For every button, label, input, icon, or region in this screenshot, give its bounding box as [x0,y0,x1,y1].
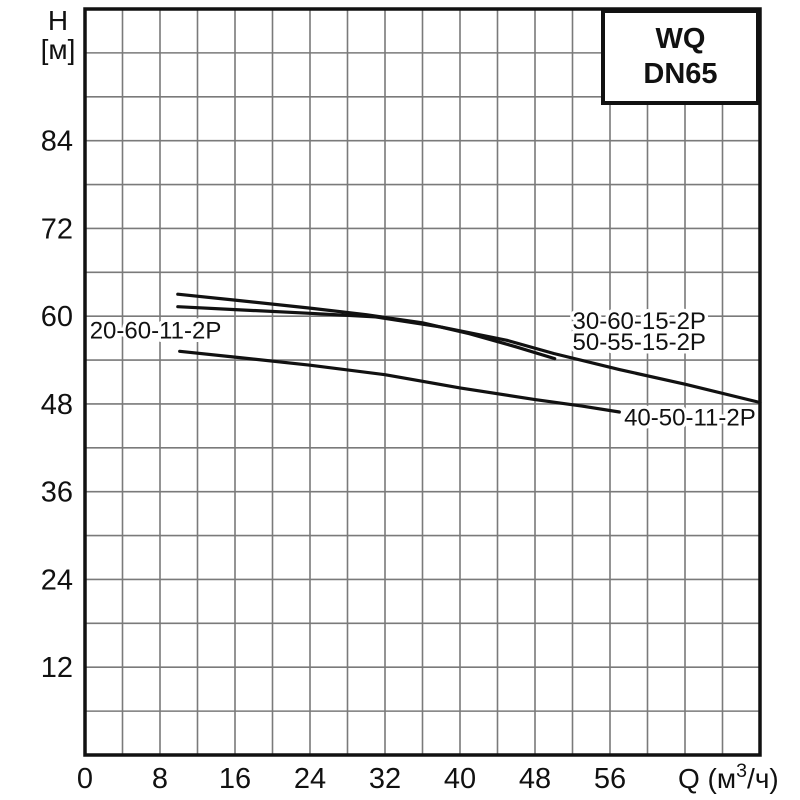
y-tick-label: 12 [41,652,73,684]
x-tick-label: 56 [594,763,626,795]
y-axis-title-line: H [48,5,68,36]
y-axis-title-line: [м] [41,34,76,65]
y-tick-label: 24 [41,564,73,596]
x-tick-label: 40 [444,763,476,795]
plot-border [83,7,762,757]
y-tick-label: 84 [41,126,73,158]
x-tick-label: 0 [77,763,93,795]
curve-label-30-60-15-2P: 30-60-15-2P [573,308,706,335]
series-title-line2: DN65 [643,58,718,90]
model-series-box: WQ DN65 [601,9,760,105]
y-axis-ticks: 12 24 36 48 60 72 84 [41,126,73,685]
curve-label-40-50-11-2P: 40-50-11-2P [624,404,756,431]
grid-lines [85,9,760,755]
curve-label-50-55-15-2P: 50-55-15-2P [573,329,706,356]
x-tick-label: 8 [152,763,168,795]
curve-40-50-11-2P [178,349,621,414]
y-tick-label: 60 [41,301,73,333]
x-tick-label: 24 [294,763,326,795]
y-tick-label: 72 [41,213,73,245]
series-title-line1: WQ [655,23,706,56]
curve-label-20-60-11-2P: 20-60-11-2P [90,317,222,344]
x-axis-ticks: 0 8 16 24 32 40 48 56 [77,763,626,795]
x-tick-label: 16 [219,763,251,795]
y-tick-label: 48 [41,389,73,421]
y-tick-label: 36 [41,477,73,509]
x-axis-title: Q (м3/ч) [678,760,779,794]
curve-50-55-15-2P [176,305,762,405]
x-tick-label: 32 [369,763,401,795]
x-tick-label: 48 [519,763,551,795]
pump-curves [176,292,762,414]
y-axis-title: H[м] [41,5,76,65]
